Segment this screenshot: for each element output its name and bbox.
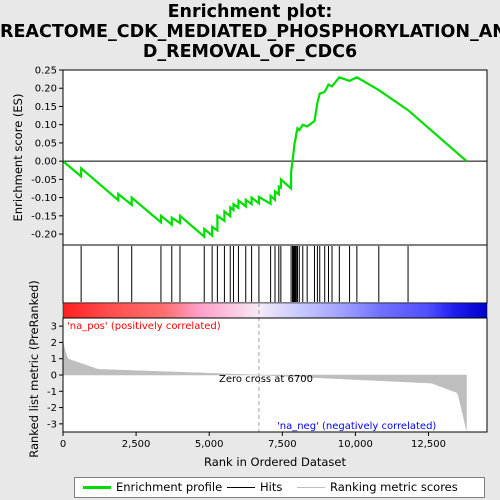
legend-enrichment-label: Enrichment profile — [116, 480, 223, 494]
metric-tick-label: 1 — [51, 354, 57, 365]
enrichment-profile-line — [62, 76, 468, 239]
es-plot-area — [63, 70, 487, 245]
es-tick-label: 0.25 — [35, 66, 57, 77]
metric-tick-label: 3 — [51, 322, 57, 333]
metric-tick-label: -2 — [47, 403, 57, 414]
axes-text: Enrichment score (ES) Ranked list metric… — [11, 94, 436, 469]
es-tick-label: 0.20 — [35, 84, 57, 95]
chart-title: Enrichment plot: REACTOME_CDK_MEDIATED_P… — [0, 2, 500, 62]
rank-colorbar — [62, 302, 488, 319]
hits-swatch — [227, 487, 255, 488]
es-tick-label: -0.15 — [31, 211, 57, 222]
metric-tick-label: -1 — [47, 387, 57, 398]
x-tick-label: 5,000 — [195, 439, 224, 450]
ranking-metric-area — [62, 342, 467, 431]
legend-item-hits: Hits — [227, 480, 282, 494]
es-tick-label: -0.20 — [31, 230, 57, 241]
es-panel: 0.25 0.20 0.15 0.10 0.05 0.00 -0.05 -0.10 -0.15 -… — [31, 66, 488, 246]
x-tick-label: 7,500 — [268, 439, 297, 450]
title-line-2: REACTOME_CDK_MEDIATED_PHOSPHORYLATION_AN — [0, 22, 500, 42]
es-tick-label: 0.10 — [35, 120, 57, 131]
es-tick-label: -0.05 — [31, 175, 57, 186]
x-tick-label: 12,500 — [411, 439, 446, 450]
es-tick-label: -0.10 — [31, 193, 57, 204]
es-tick-label: 0.05 — [35, 138, 57, 149]
title-line-3: D_REMOVAL_OF_CDC6 — [142, 42, 358, 62]
x-tick-label: 0 — [60, 439, 66, 450]
metric-tick-label: 2 — [51, 338, 57, 349]
neg-correlated-label: 'na_neg' (negatively correlated) — [277, 421, 436, 432]
legend-ranking-label: Ranking metric scores — [330, 480, 458, 494]
legend-item-enrichment: Enrichment profile — [83, 480, 222, 494]
hits-panel — [62, 244, 488, 304]
x-axis-label: Rank in Ordered Dataset — [204, 455, 347, 469]
zero-cross-label: Zero cross at 6700 — [219, 374, 313, 385]
x-tick-label: 10,000 — [338, 439, 373, 450]
enrichment-swatch — [83, 486, 111, 489]
ranking-swatch — [297, 487, 325, 488]
es-axis-label: Enrichment score (ES) — [11, 94, 25, 222]
pos-correlated-label: 'na_pos' (positively correlated) — [67, 321, 221, 332]
es-tick-label: 0.15 — [35, 102, 57, 113]
legend-item-ranking: Ranking metric scores — [297, 480, 458, 494]
metric-tick-label: -3 — [47, 419, 57, 430]
legend: Enrichment profile Hits Ranking metric s… — [74, 477, 485, 498]
colorbar-rect — [62, 302, 488, 319]
metric-axis-label: Ranked list metric (PreRanked) — [27, 280, 41, 458]
title-line-1: Enrichment plot: — [167, 2, 333, 22]
es-tick-label: 0.00 — [35, 157, 57, 168]
metric-tick-label: 0 — [51, 371, 57, 382]
legend-hits-label: Hits — [260, 480, 283, 494]
x-tick-label: 2,500 — [122, 439, 151, 450]
